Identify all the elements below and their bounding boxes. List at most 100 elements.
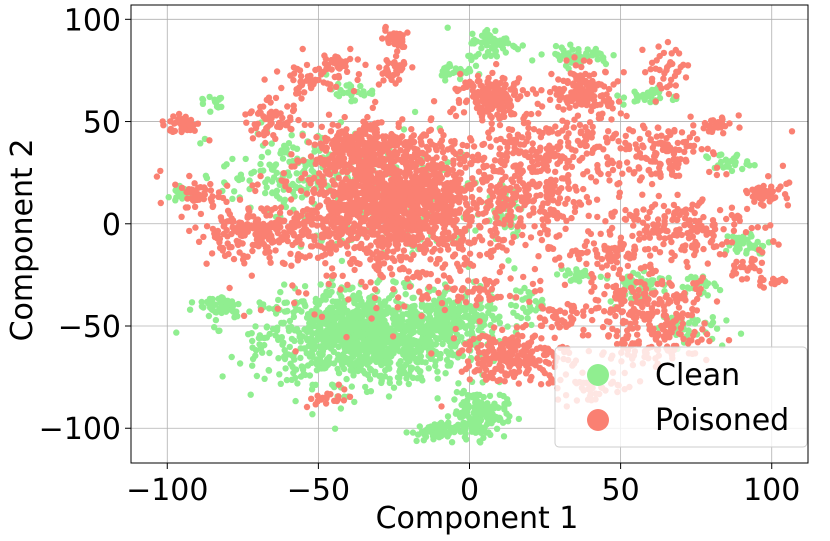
scatter-point-clean — [597, 50, 604, 58]
scatter-point-clean — [301, 301, 308, 308]
scatter-point-clean — [517, 288, 524, 295]
scatter-point-poisoned — [380, 260, 388, 267]
scatter-point-poisoned — [423, 211, 431, 218]
scatter-point-poisoned — [388, 232, 395, 240]
scatter-point-poisoned — [368, 186, 375, 193]
scatter-point-poisoned — [456, 155, 463, 162]
scatter-point-clean — [308, 359, 315, 367]
scatter-point-clean — [573, 276, 580, 283]
scatter-point-clean — [444, 324, 451, 331]
scatter-point-poisoned — [411, 153, 418, 160]
scatter-point-clean — [369, 343, 376, 350]
scatter-point-clean — [309, 411, 316, 418]
scatter-point-clean — [337, 405, 345, 412]
scatter-point-clean — [346, 81, 353, 88]
scatter-point-poisoned — [386, 134, 394, 141]
scatter-point-poisoned — [452, 112, 460, 120]
scatter-point-clean — [552, 50, 559, 58]
scatter-point-poisoned — [441, 221, 449, 229]
scatter-point-poisoned — [308, 221, 315, 228]
scatter-point-poisoned — [367, 256, 374, 263]
scatter-point-poisoned — [517, 141, 524, 148]
scatter-point-poisoned — [493, 167, 500, 175]
scatter-point-poisoned — [203, 260, 210, 267]
scatter-point-poisoned — [488, 190, 496, 197]
scatter-point-poisoned — [481, 99, 489, 107]
scatter-point-poisoned — [225, 250, 232, 258]
scatter-point-poisoned — [437, 247, 444, 254]
scatter-point-poisoned — [560, 77, 567, 85]
scatter-point-clean — [188, 299, 196, 306]
scatter-point-poisoned — [286, 209, 294, 216]
scatter-point-poisoned — [252, 241, 259, 249]
scatter-point-poisoned — [501, 85, 508, 92]
scatter-point-clean — [312, 298, 319, 306]
scatter-point-clean — [492, 27, 499, 34]
scatter-point-clean — [529, 57, 536, 64]
scatter-point-poisoned — [497, 79, 504, 87]
scatter-point-clean — [263, 334, 270, 341]
scatter-point-clean — [378, 379, 385, 387]
scatter-point-clean — [716, 151, 723, 159]
scatter-point-clean — [482, 314, 489, 321]
scatter-point-clean — [739, 165, 746, 173]
scatter-point-poisoned — [487, 182, 495, 190]
scatter-point-clean — [408, 311, 415, 318]
scatter-point-poisoned — [230, 255, 238, 263]
scatter-point-clean — [355, 302, 362, 309]
scatter-point-poisoned — [525, 124, 532, 132]
scatter-point-clean — [648, 281, 655, 288]
scatter-point-clean — [439, 340, 446, 348]
scatter-point-clean — [607, 298, 614, 305]
scatter-point-poisoned — [294, 157, 301, 164]
scatter-point-poisoned — [321, 232, 329, 239]
scatter-point-poisoned — [308, 198, 315, 205]
scatter-point-poisoned — [610, 81, 617, 88]
scatter-point-clean — [432, 341, 439, 348]
scatter-point-poisoned — [438, 203, 445, 211]
scatter-point-clean — [207, 108, 214, 115]
scatter-point-clean — [421, 344, 428, 351]
scatter-point-poisoned — [489, 82, 497, 89]
scatter-point-clean — [600, 57, 607, 65]
scatter-point-clean — [451, 68, 459, 76]
scatter-point-clean — [288, 376, 295, 383]
scatter-point-clean — [252, 323, 259, 330]
scatter-point-clean — [477, 439, 484, 446]
scatter-point-clean — [429, 331, 436, 339]
scatter-point-poisoned — [572, 102, 579, 109]
scatter-point-clean — [217, 94, 225, 102]
scatter-point-clean — [260, 167, 267, 174]
scatter-point-clean — [486, 392, 494, 400]
scatter-point-clean — [515, 415, 523, 423]
scatter-point-poisoned — [536, 180, 543, 188]
scatter-point-clean — [308, 167, 315, 174]
scatter-point-poisoned — [558, 175, 566, 182]
scatter-point-poisoned — [414, 269, 421, 276]
scatter-point-clean — [433, 317, 440, 325]
scatter-point-clean — [679, 283, 686, 291]
scatter-point-poisoned — [570, 124, 577, 131]
scatter-point-clean — [335, 298, 342, 305]
scatter-point-clean — [317, 281, 324, 288]
scatter-point-clean — [491, 316, 498, 323]
scatter-point-poisoned — [543, 192, 551, 199]
scatter-point-clean — [301, 345, 309, 352]
scatter-point-clean — [367, 388, 375, 395]
scatter-point-clean — [275, 355, 282, 362]
scatter-point-clean — [427, 303, 434, 310]
scatter-point-poisoned — [537, 191, 544, 199]
scatter-point-clean — [277, 380, 284, 387]
scatter-point-poisoned — [594, 161, 601, 169]
scatter-point-poisoned — [428, 115, 435, 122]
scatter-point-clean — [422, 433, 430, 440]
scatter-point-clean — [733, 151, 741, 158]
scatter-point-clean — [200, 304, 207, 311]
scatter-point-clean — [256, 332, 264, 339]
scatter-point-clean — [338, 318, 345, 326]
scatter-point-poisoned — [272, 247, 279, 254]
scatter-point-poisoned — [521, 184, 529, 191]
scatter-point-clean — [222, 304, 230, 311]
scatter-point-clean — [751, 162, 758, 169]
